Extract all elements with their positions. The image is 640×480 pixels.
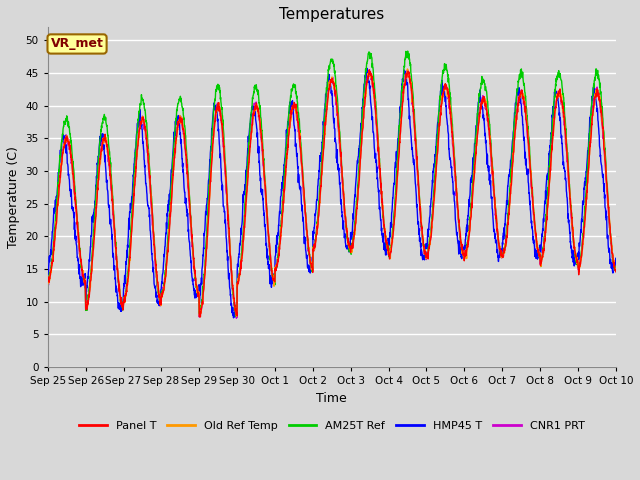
Legend: Panel T, Old Ref Temp, AM25T Ref, HMP45 T, CNR1 PRT: Panel T, Old Ref Temp, AM25T Ref, HMP45 … <box>74 417 589 435</box>
Y-axis label: Temperature (C): Temperature (C) <box>7 146 20 248</box>
Title: Temperatures: Temperatures <box>279 7 385 22</box>
Text: VR_met: VR_met <box>51 37 104 50</box>
X-axis label: Time: Time <box>316 392 347 405</box>
